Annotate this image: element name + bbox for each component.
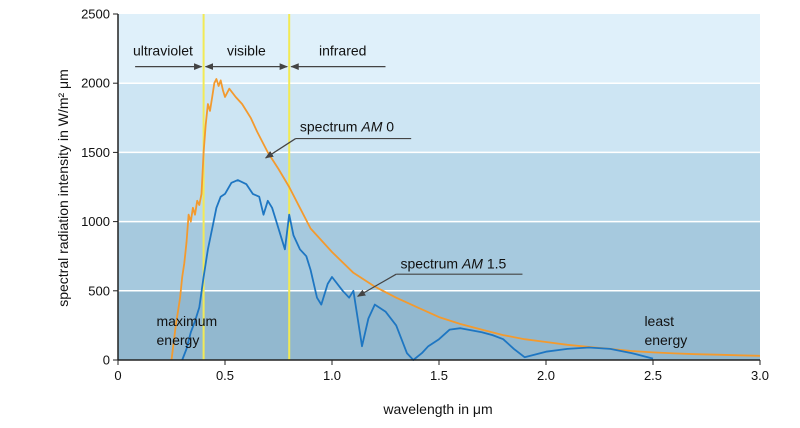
side-notes: maximum energy least energy <box>157 313 688 348</box>
background-band-0 <box>118 290 760 360</box>
series-line-am15 <box>181 179 654 361</box>
annotation-arrow-1 <box>356 273 397 297</box>
y-axis-title: spectral radiation intensity in W/m² μm <box>55 69 71 307</box>
annotation-label-0-suffix: 0 <box>382 119 394 135</box>
x-tick-label-5: 2.5 <box>644 368 662 383</box>
background-band-2 <box>118 152 760 222</box>
y-tick-label-5: 2500 <box>81 7 110 22</box>
y-tick-label-2: 1000 <box>81 214 110 229</box>
series-line-am0 <box>170 78 761 361</box>
region-labels: ultraviolet visible infrared <box>133 43 386 70</box>
background-bands <box>118 14 760 360</box>
annotation-label-0-prefix: spectrum <box>300 119 361 135</box>
y-tick-label-4: 2000 <box>81 76 110 91</box>
x-tick-label-3: 1.5 <box>430 368 448 383</box>
y-tick-label-0: 0 <box>103 353 110 368</box>
region-label-1: visible <box>227 43 266 59</box>
x-tick-label-4: 2.0 <box>537 368 555 383</box>
annotation-label-1-prefix: spectrum <box>400 256 461 272</box>
annotation-label-1-suffix: 1.5 <box>483 256 507 272</box>
series-lines <box>170 78 761 361</box>
x-tick-label-0: 0 <box>114 368 121 383</box>
background-band-4 <box>118 14 760 84</box>
tick-labels: 0 0.5 1.0 1.5 2.0 2.5 3.0 0 500 1000 1500 2000 2500 <box>81 7 769 384</box>
annotation-arrow-0 <box>264 138 296 159</box>
gridlines <box>118 82 760 292</box>
annotation-label-0: spectrum AM 0 <box>300 119 394 135</box>
side-note-1-line-2: energy <box>644 332 687 348</box>
annotation-label-0-em: AM <box>360 119 382 135</box>
side-note-0-line-2: energy <box>157 332 200 348</box>
x-tick-label-6: 3.0 <box>751 368 769 383</box>
region-label-2: infrared <box>319 43 366 59</box>
y-tick-label-3: 1500 <box>81 145 110 160</box>
background-band-1 <box>118 221 760 291</box>
background-band-3 <box>118 83 760 153</box>
side-note-1-line-1: least <box>644 313 674 329</box>
side-note-0-line-1: maximum <box>157 313 218 329</box>
y-tick-label-1: 500 <box>88 283 110 298</box>
region-label-0: ultraviolet <box>133 43 193 59</box>
x-tick-label-2: 1.0 <box>323 368 341 383</box>
axes <box>113 13 761 365</box>
x-axis-title: wavelength in μm <box>382 401 492 417</box>
x-tick-label-1: 0.5 <box>216 368 234 383</box>
annotation-label-1: spectrum AM 1.5 <box>400 256 506 272</box>
annotation-label-1-em: AM <box>461 256 483 272</box>
